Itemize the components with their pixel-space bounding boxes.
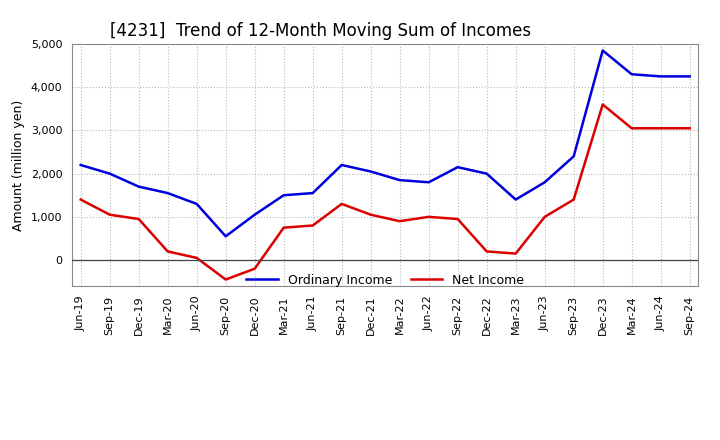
Ordinary Income xyxy=(424,180,433,185)
Net Income xyxy=(657,126,665,131)
Net Income xyxy=(685,126,694,131)
Ordinary Income xyxy=(163,191,172,196)
Net Income xyxy=(76,197,85,202)
Ordinary Income xyxy=(308,191,317,196)
Ordinary Income xyxy=(685,74,694,79)
Ordinary Income xyxy=(570,154,578,159)
Net Income xyxy=(627,126,636,131)
Ordinary Income xyxy=(482,171,491,176)
Ordinary Income xyxy=(454,165,462,170)
Net Income xyxy=(163,249,172,254)
Legend: Ordinary Income, Net Income: Ordinary Income, Net Income xyxy=(241,269,529,292)
Net Income xyxy=(251,266,259,271)
Net Income xyxy=(424,214,433,220)
Net Income xyxy=(279,225,288,230)
Net Income xyxy=(221,277,230,282)
Ordinary Income xyxy=(541,180,549,185)
Ordinary Income xyxy=(395,177,404,183)
Ordinary Income xyxy=(511,197,520,202)
Net Income xyxy=(454,216,462,222)
Net Income xyxy=(598,102,607,107)
Y-axis label: Amount (million yen): Amount (million yen) xyxy=(12,99,25,231)
Net Income xyxy=(192,255,201,260)
Ordinary Income xyxy=(338,162,346,168)
Net Income xyxy=(511,251,520,256)
Ordinary Income xyxy=(135,184,143,189)
Ordinary Income xyxy=(598,48,607,53)
Text: [4231]  Trend of 12-Month Moving Sum of Incomes: [4231] Trend of 12-Month Moving Sum of I… xyxy=(109,22,531,40)
Net Income xyxy=(570,197,578,202)
Ordinary Income xyxy=(76,162,85,168)
Line: Ordinary Income: Ordinary Income xyxy=(81,51,690,236)
Ordinary Income xyxy=(221,234,230,239)
Ordinary Income xyxy=(192,201,201,206)
Net Income xyxy=(366,212,375,217)
Ordinary Income xyxy=(657,74,665,79)
Ordinary Income xyxy=(366,169,375,174)
Net Income xyxy=(482,249,491,254)
Ordinary Income xyxy=(251,212,259,217)
Net Income xyxy=(338,201,346,206)
Ordinary Income xyxy=(105,171,114,176)
Line: Net Income: Net Income xyxy=(81,104,690,279)
Net Income xyxy=(308,223,317,228)
Net Income xyxy=(395,219,404,224)
Net Income xyxy=(105,212,114,217)
Ordinary Income xyxy=(627,72,636,77)
Net Income xyxy=(135,216,143,222)
Ordinary Income xyxy=(279,193,288,198)
Net Income xyxy=(541,214,549,220)
